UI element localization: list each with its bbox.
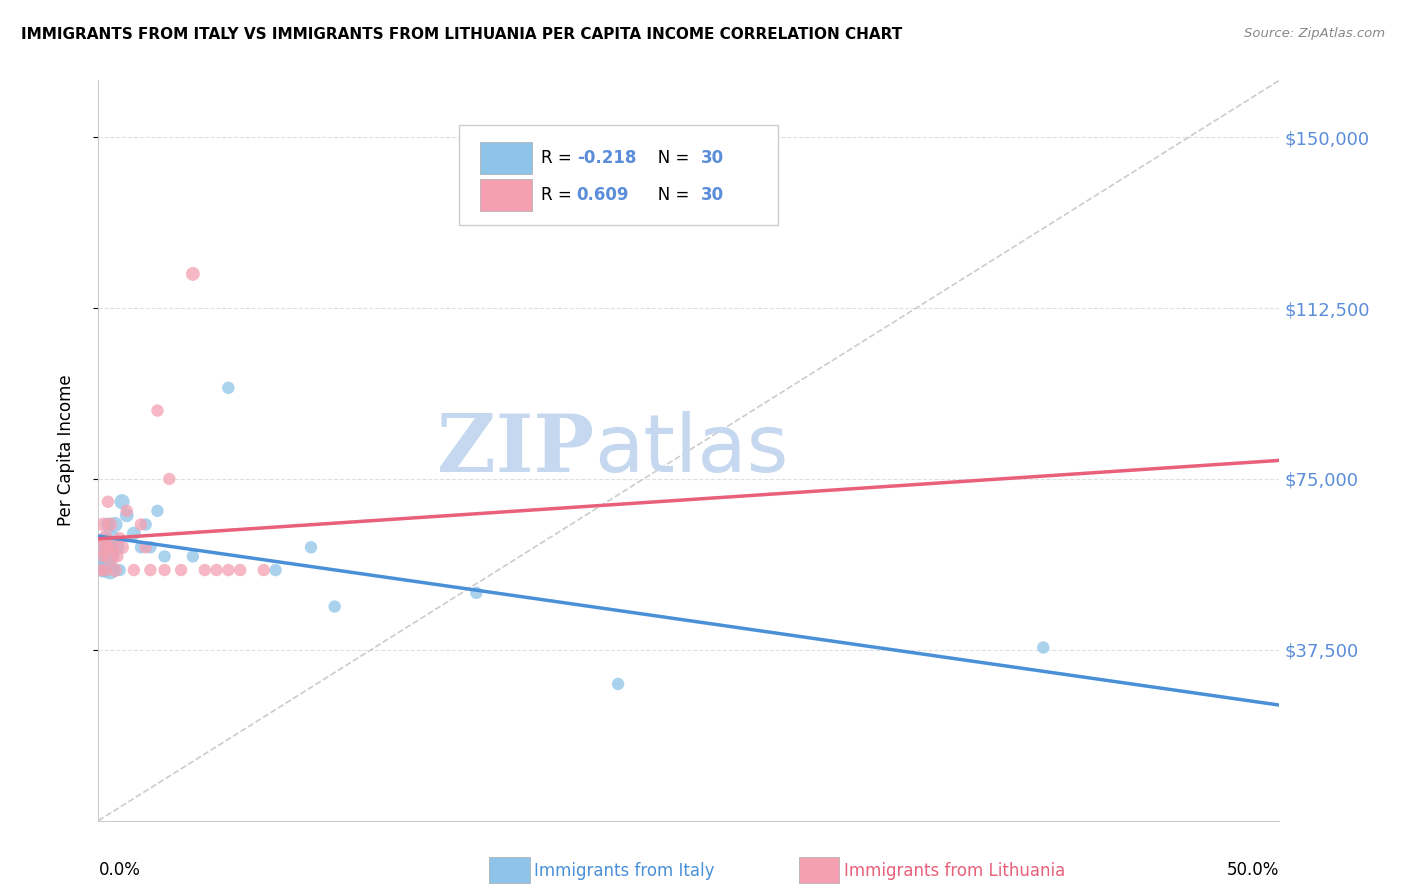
Text: R =: R = bbox=[541, 149, 578, 167]
Point bbox=[91, 541, 114, 555]
Point bbox=[129, 541, 152, 555]
Text: 50.0%: 50.0% bbox=[1227, 862, 1279, 880]
Point bbox=[105, 549, 128, 564]
Text: 30: 30 bbox=[700, 149, 724, 167]
Point bbox=[115, 504, 138, 518]
Text: ZIP: ZIP bbox=[437, 411, 595, 490]
Point bbox=[122, 563, 145, 577]
Point bbox=[129, 517, 152, 532]
Point bbox=[97, 494, 120, 508]
Point bbox=[94, 558, 117, 573]
Point bbox=[90, 541, 112, 555]
Point bbox=[229, 563, 252, 577]
Point bbox=[194, 563, 217, 577]
Point bbox=[157, 472, 180, 486]
Point bbox=[104, 517, 127, 532]
Point bbox=[98, 549, 121, 564]
Point bbox=[101, 541, 124, 555]
Point bbox=[146, 504, 169, 518]
Point bbox=[323, 599, 346, 614]
Text: Source: ZipAtlas.com: Source: ZipAtlas.com bbox=[1244, 27, 1385, 40]
Point bbox=[1032, 640, 1054, 655]
Point bbox=[98, 563, 121, 577]
Point bbox=[94, 531, 117, 545]
Point bbox=[97, 517, 120, 532]
Text: atlas: atlas bbox=[595, 411, 789, 490]
Point bbox=[170, 563, 193, 577]
Text: N =: N = bbox=[641, 149, 695, 167]
Point bbox=[91, 549, 114, 564]
Point bbox=[90, 549, 112, 564]
Point bbox=[98, 541, 121, 555]
Text: -0.218: -0.218 bbox=[576, 149, 636, 167]
FancyBboxPatch shape bbox=[479, 142, 531, 174]
Text: 0.0%: 0.0% bbox=[98, 862, 141, 880]
Point bbox=[105, 541, 128, 555]
Text: IMMIGRANTS FROM ITALY VS IMMIGRANTS FROM LITHUANIA PER CAPITA INCOME CORRELATION: IMMIGRANTS FROM ITALY VS IMMIGRANTS FROM… bbox=[21, 27, 903, 42]
Point bbox=[139, 541, 162, 555]
Point bbox=[97, 549, 120, 564]
Point bbox=[217, 563, 239, 577]
Point bbox=[104, 563, 127, 577]
Point bbox=[90, 563, 112, 577]
Point bbox=[97, 541, 120, 555]
Point bbox=[139, 563, 162, 577]
Point bbox=[153, 549, 176, 564]
Point bbox=[94, 563, 117, 577]
FancyBboxPatch shape bbox=[479, 178, 531, 211]
Text: 30: 30 bbox=[700, 186, 724, 204]
Point bbox=[253, 563, 276, 577]
Point bbox=[153, 563, 176, 577]
FancyBboxPatch shape bbox=[458, 125, 778, 225]
Point bbox=[115, 508, 138, 523]
Point bbox=[181, 549, 204, 564]
Point bbox=[91, 563, 114, 577]
Point bbox=[181, 267, 204, 281]
Point bbox=[146, 403, 169, 417]
Y-axis label: Per Capita Income: Per Capita Income bbox=[56, 375, 75, 526]
Point bbox=[465, 586, 488, 600]
Text: 0.609: 0.609 bbox=[576, 186, 630, 204]
Point bbox=[98, 517, 121, 532]
Point bbox=[607, 677, 630, 691]
Text: Immigrants from Lithuania: Immigrants from Lithuania bbox=[844, 862, 1064, 880]
Text: N =: N = bbox=[641, 186, 695, 204]
Text: Immigrants from Italy: Immigrants from Italy bbox=[534, 862, 714, 880]
Point bbox=[111, 494, 134, 508]
Point bbox=[135, 517, 157, 532]
Point bbox=[94, 531, 117, 545]
Point bbox=[264, 563, 287, 577]
Point bbox=[205, 563, 228, 577]
Point bbox=[101, 531, 124, 545]
Point bbox=[108, 563, 131, 577]
Point bbox=[135, 541, 157, 555]
Point bbox=[217, 381, 239, 395]
Point bbox=[111, 541, 134, 555]
Point bbox=[122, 526, 145, 541]
Text: R =: R = bbox=[541, 186, 578, 204]
Point bbox=[299, 541, 322, 555]
Point bbox=[91, 517, 114, 532]
Point bbox=[101, 549, 124, 564]
Point bbox=[108, 531, 131, 545]
